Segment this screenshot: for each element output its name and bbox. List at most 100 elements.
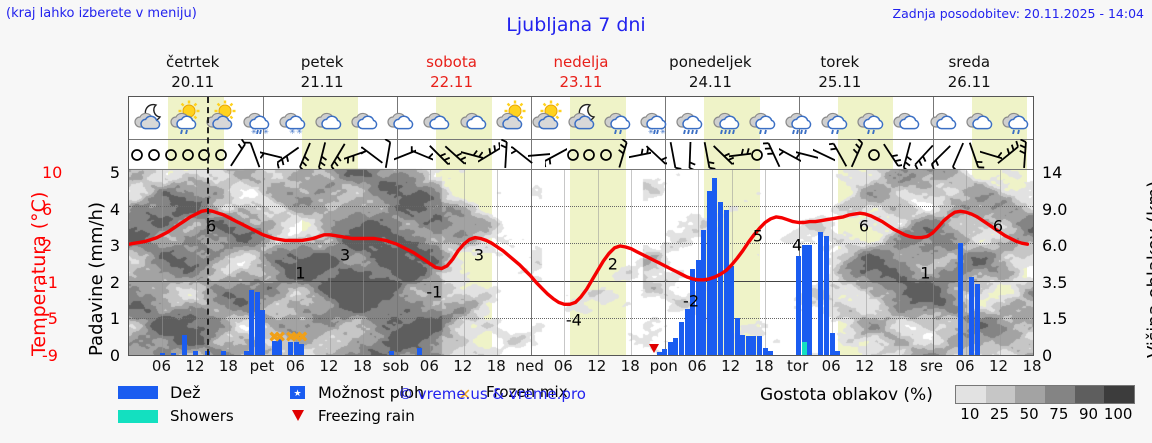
grid-lines bbox=[129, 97, 1033, 355]
last-update-label: Zadnja posodobitev: 20.11.2025 - 14:04 bbox=[892, 6, 1144, 21]
wind-barb-17 bbox=[410, 139, 433, 169]
wind-barb-row bbox=[129, 139, 1033, 169]
precip-bar-rain bbox=[260, 310, 266, 355]
precip-tick-1: 4 bbox=[109, 199, 120, 219]
x-tick-12-25: 12 bbox=[988, 357, 1009, 375]
gridline-v-18 bbox=[229, 169, 231, 355]
wind-barb-calm-37 bbox=[746, 139, 768, 169]
location-menu-note[interactable]: (kraj lahko izberete v meniju) bbox=[6, 6, 197, 21]
weather-icon-cloud-6 bbox=[347, 100, 381, 136]
wind-barb-8 bbox=[260, 139, 283, 169]
x-tick-06-24: 06 bbox=[955, 357, 975, 375]
precip-bar-rain bbox=[740, 334, 746, 355]
precipitation-legend: Dež Showers ★ Možnost ploh Freezing rain… bbox=[118, 383, 778, 439]
wind-barb-51 bbox=[980, 139, 1003, 169]
cloud-density-tick-10: 10 bbox=[960, 405, 980, 423]
wind-barb-24 bbox=[528, 139, 551, 169]
weather-icon-cloud-rain-18 bbox=[781, 100, 815, 136]
precip-bar-rain bbox=[271, 340, 277, 355]
wind-barb-15 bbox=[377, 139, 399, 169]
weather-icon-cloud-9 bbox=[456, 100, 490, 136]
wind-barb-calm-26 bbox=[562, 139, 584, 169]
gridline-v-96 bbox=[664, 97, 666, 355]
cloud-density-tick-25: 25 bbox=[989, 405, 1010, 423]
gridline-h-2 bbox=[129, 243, 1033, 245]
day-header-7: sreda 26.11 bbox=[905, 52, 1034, 94]
height-tick-0: 14 bbox=[1042, 163, 1063, 182]
day-name: torek bbox=[820, 53, 860, 71]
precip-bar-rain bbox=[718, 202, 723, 355]
precip-bar-rain bbox=[974, 284, 980, 355]
wind-barb-21 bbox=[477, 139, 500, 169]
meteogram-plot[interactable]: ✳ ✳ ✳ ✳ ✳ ✳ ✖ ✖ ✖ ✖ ✖ 6 1 3 -1 3 -4 2 -2 5 4 6 1 6 bbox=[128, 96, 1034, 356]
precip-bar-rain bbox=[254, 291, 260, 355]
gridline-h-3 bbox=[129, 280, 1033, 282]
gridline-h-1 bbox=[129, 206, 1033, 208]
temp-tick-4: -5 bbox=[42, 309, 58, 329]
frozen-mix-icon: ✕ bbox=[458, 385, 472, 404]
weather-icon-sun-cloud-2 bbox=[202, 100, 236, 136]
precip-bar-rain bbox=[768, 351, 774, 355]
precip-bar-rain bbox=[807, 245, 813, 355]
svg-text:★: ★ bbox=[293, 389, 301, 399]
gridline-v-114 bbox=[765, 169, 767, 355]
x-tick-12-13: 12 bbox=[587, 357, 607, 375]
gridline-v-12 bbox=[195, 169, 197, 355]
weather-icon-cloud-8 bbox=[419, 100, 453, 136]
wind-barb-22 bbox=[495, 139, 517, 169]
weather-icon-cloud-21 bbox=[889, 100, 923, 136]
precip-bar-rain bbox=[293, 341, 299, 355]
cloud-density-tick-100: 100 bbox=[1103, 405, 1133, 423]
temp-tick-0: 10 bbox=[42, 163, 63, 182]
wind-barb-12 bbox=[327, 139, 349, 169]
frozen-mix-marker: ✖ bbox=[268, 328, 281, 346]
precip-bar-rain bbox=[416, 348, 422, 355]
wind-barb-14 bbox=[360, 139, 383, 169]
cloud-density-step-2 bbox=[1015, 386, 1046, 403]
gridline-v-84 bbox=[597, 169, 599, 355]
x-tick-18-10: 18 bbox=[486, 357, 506, 375]
day-header-5: ponedeljek 24.11 bbox=[646, 52, 775, 94]
height-tick-4: 1.5 bbox=[1042, 309, 1068, 329]
wind-barb-10 bbox=[294, 139, 316, 169]
precip-bar-rain bbox=[729, 265, 735, 355]
svg-text:✳: ✳ bbox=[263, 128, 269, 134]
wind-barb-53 bbox=[1014, 139, 1033, 169]
precip-bar-rain bbox=[796, 256, 802, 355]
temp-tick-5: -9 bbox=[42, 346, 58, 365]
wind-barb-calm-5 bbox=[210, 139, 232, 169]
precip-bar-rain bbox=[824, 235, 830, 355]
cloud-density-step-3 bbox=[1045, 386, 1075, 403]
weather-icon-cloud-sleet-3: ✳ ✳ bbox=[239, 100, 273, 136]
weather-icon-row: ✳ ✳ ✳ ✳ ✳ ✳ bbox=[129, 97, 1033, 139]
gridline-v-144 bbox=[932, 97, 934, 355]
weather-icon-cloud-sleet-14: ✳ ✳ bbox=[636, 100, 670, 136]
precip-bar-rain bbox=[969, 276, 975, 355]
copyright-label[interactable]: © vreme.us & vreme.pro bbox=[398, 385, 586, 403]
precip-bar-rain bbox=[159, 353, 165, 355]
weather-icon-cloud-rain-15 bbox=[672, 100, 706, 136]
precip-bar-rain bbox=[712, 178, 718, 355]
temp-label-1: 1 bbox=[295, 263, 306, 283]
wind-barb-45 bbox=[880, 139, 902, 169]
wind-barb-9 bbox=[277, 139, 300, 169]
x-tick-12-5: 12 bbox=[319, 357, 339, 375]
cloud-density-step-4 bbox=[1074, 386, 1105, 403]
weather-icon-sun-cloud-10 bbox=[492, 100, 526, 136]
wind-barb-49 bbox=[947, 139, 969, 169]
precip-tick-2: 3 bbox=[109, 236, 120, 256]
gridline-v-156 bbox=[999, 169, 1001, 355]
x-axis-ticks: 06 12 18 pet 06 12 18 sob 06 12 18 ned 06 12 18 pon 06 12… bbox=[128, 357, 1042, 377]
precip-bar-rain bbox=[667, 341, 673, 355]
precip-bar-rain bbox=[249, 289, 255, 355]
freezing-rain-marker bbox=[648, 344, 659, 353]
wind-barb-calm-1 bbox=[143, 139, 165, 169]
day-header-4: nedelja 23.11 bbox=[516, 52, 645, 94]
weather-icon-moon-cloud-0 bbox=[130, 100, 164, 136]
gridline-v-78 bbox=[564, 169, 566, 355]
wind-barb-35 bbox=[712, 139, 735, 169]
temp-label-2: 2 bbox=[607, 254, 618, 274]
precip-bar-rain bbox=[673, 338, 679, 355]
rain-legend-label: Dež bbox=[170, 383, 201, 402]
gridline-v-54 bbox=[430, 169, 432, 355]
